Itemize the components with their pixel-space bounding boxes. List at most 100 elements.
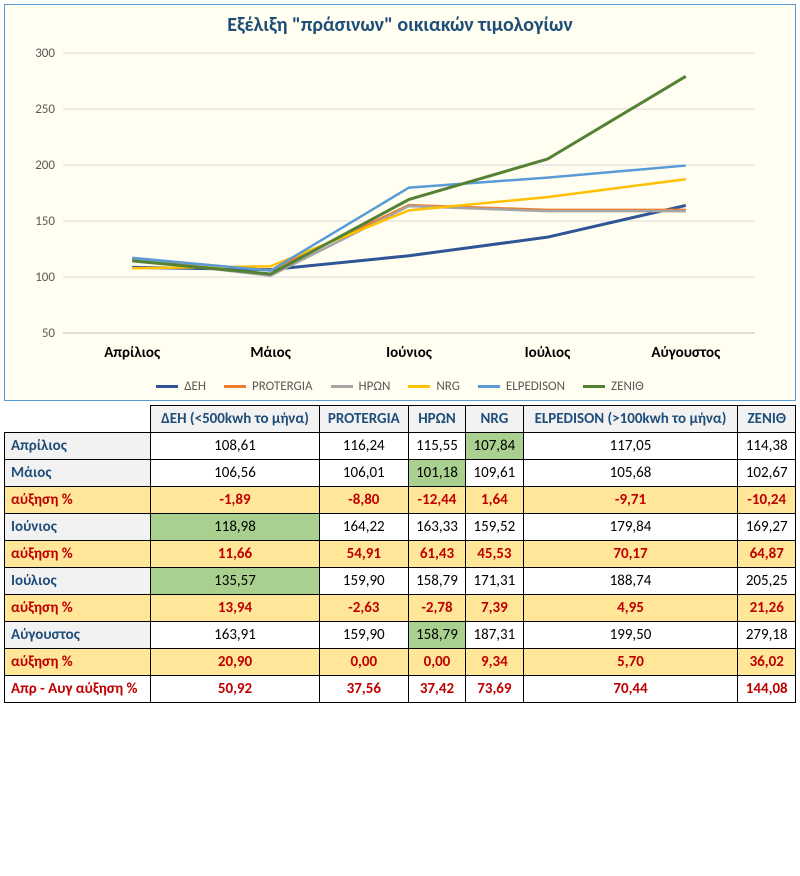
column-header: ΔΕΗ (<500kwh το μήνα) <box>151 406 320 433</box>
legend-item: ELPEDISON <box>478 379 565 394</box>
column-header: ΗΡΩΝ <box>408 406 465 433</box>
table-cell: 105,68 <box>523 460 738 487</box>
legend-label: ELPEDISON <box>506 379 565 394</box>
legend-swatch <box>408 385 430 388</box>
legend-item: ΗΡΩΝ <box>331 379 391 394</box>
table-cell: 37,56 <box>319 676 408 703</box>
table-cell: 45,53 <box>466 541 523 568</box>
table-cell: 61,43 <box>408 541 465 568</box>
chart-title: Εξέλιξη "πράσινων" οικιακών τιμολογίων <box>13 13 787 37</box>
legend-item: ΖΕΝΙΘ <box>583 379 644 394</box>
table-cell: 144,08 <box>738 676 796 703</box>
table-row: Απρ - Αυγ αύξηση %50,9237,5637,4273,6970… <box>5 676 796 703</box>
table-cell: 115,55 <box>408 433 465 460</box>
row-header: αύξηση % <box>5 595 151 622</box>
column-header: PROTERGIA <box>319 406 408 433</box>
table-cell: 169,27 <box>738 514 796 541</box>
svg-text:Αύγουστος: Αύγουστος <box>651 344 721 362</box>
column-header: NRG <box>466 406 523 433</box>
column-header: ELPEDISON (>100kwh το μήνα) <box>523 406 738 433</box>
table-cell: 70,44 <box>523 676 738 703</box>
table-cell: 13,94 <box>151 595 320 622</box>
data-table: ΔΕΗ (<500kwh το μήνα)PROTERGIAΗΡΩΝNRGELP… <box>4 405 796 703</box>
table-cell: 36,02 <box>738 649 796 676</box>
row-header: Ιούνιος <box>5 514 151 541</box>
table-cell: 108,61 <box>151 433 320 460</box>
table-cell: 135,57 <box>151 568 320 595</box>
table-row: αύξηση %11,6654,9161,4345,5370,1764,87 <box>5 541 796 568</box>
row-header: Ιούλιος <box>5 568 151 595</box>
chart-container: Εξέλιξη "πράσινων" οικιακών τιμολογίων 5… <box>4 4 796 401</box>
svg-text:Ιούλιος: Ιούλιος <box>525 344 571 362</box>
table-cell: 54,91 <box>319 541 408 568</box>
table-cell: 188,74 <box>523 568 738 595</box>
table-cell: 279,18 <box>738 622 796 649</box>
table-cell: 109,61 <box>466 460 523 487</box>
line-chart: 50100150200250300ΑπρίλιοςΜάιοςΙούνιοςΙού… <box>13 43 773 373</box>
legend-item: NRG <box>408 379 460 394</box>
table-header: ΔΕΗ (<500kwh το μήνα)PROTERGIAΗΡΩΝNRGELP… <box>5 406 796 433</box>
table-corner <box>5 406 151 433</box>
legend-swatch <box>583 385 605 388</box>
table-body: Απρίλιος108,61116,24115,55107,84117,0511… <box>5 433 796 703</box>
table-cell: 5,70 <box>523 649 738 676</box>
table-cell: 114,38 <box>738 433 796 460</box>
legend-label: ΔΕΗ <box>184 379 206 394</box>
table-cell: 102,67 <box>738 460 796 487</box>
table-cell: 4,95 <box>523 595 738 622</box>
table-row: Αύγουστος163,91159,90158,79187,31199,502… <box>5 622 796 649</box>
table-cell: 159,90 <box>319 622 408 649</box>
table-cell: 0,00 <box>319 649 408 676</box>
svg-text:50: 50 <box>42 326 56 341</box>
row-header: αύξηση % <box>5 649 151 676</box>
table-cell: 11,66 <box>151 541 320 568</box>
column-header: ΖΕΝΙΘ <box>738 406 796 433</box>
table-cell: 163,33 <box>408 514 465 541</box>
table-cell: 159,52 <box>466 514 523 541</box>
table-row: αύξηση %13,94-2,63-2,787,394,9521,26 <box>5 595 796 622</box>
svg-text:Απρίλιος: Απρίλιος <box>104 344 161 362</box>
table-cell: 37,42 <box>408 676 465 703</box>
table-cell: -2,78 <box>408 595 465 622</box>
svg-text:Ιούνιος: Ιούνιος <box>386 344 433 362</box>
row-header: Απρίλιος <box>5 433 151 460</box>
chart-legend: ΔΕΗ PROTERGIA ΗΡΩΝ NRG ELPEDISON ΖΕΝΙΘ <box>13 373 787 396</box>
row-header: αύξηση % <box>5 487 151 514</box>
table-cell: -10,24 <box>738 487 796 514</box>
table-row: αύξηση %20,900,000,009,345,7036,02 <box>5 649 796 676</box>
legend-swatch <box>478 385 500 388</box>
table-cell: 107,84 <box>466 433 523 460</box>
table-cell: 118,98 <box>151 514 320 541</box>
table-cell: 9,34 <box>466 649 523 676</box>
table-row: αύξηση %-1,89-8,80-12,441,64-9,71-10,24 <box>5 487 796 514</box>
table-cell: 21,26 <box>738 595 796 622</box>
svg-text:150: 150 <box>35 214 55 229</box>
row-header: Μάιος <box>5 460 151 487</box>
table-cell: -8,80 <box>319 487 408 514</box>
table-cell: 101,18 <box>408 460 465 487</box>
table-cell: 116,24 <box>319 433 408 460</box>
table-cell: -2,63 <box>319 595 408 622</box>
svg-text:Μάιος: Μάιος <box>250 344 291 362</box>
legend-label: ΖΕΝΙΘ <box>611 379 644 394</box>
table-cell: 159,90 <box>319 568 408 595</box>
table-cell: 50,92 <box>151 676 320 703</box>
table-cell: 163,91 <box>151 622 320 649</box>
table-row: Μάιος106,56106,01101,18109,61105,68102,6… <box>5 460 796 487</box>
row-header: Αύγουστος <box>5 622 151 649</box>
svg-text:250: 250 <box>35 102 55 117</box>
table-cell: 187,31 <box>466 622 523 649</box>
table-cell: 205,25 <box>738 568 796 595</box>
legend-item: ΔΕΗ <box>156 379 206 394</box>
legend-item: PROTERGIA <box>224 379 313 394</box>
table-cell: 7,39 <box>466 595 523 622</box>
table-cell: 70,17 <box>523 541 738 568</box>
table-cell: 171,31 <box>466 568 523 595</box>
table-cell: 20,90 <box>151 649 320 676</box>
table-cell: 158,79 <box>408 568 465 595</box>
table-row: Ιούλιος135,57159,90158,79171,31188,74205… <box>5 568 796 595</box>
table-row: Απρίλιος108,61116,24115,55107,84117,0511… <box>5 433 796 460</box>
table-cell: 106,56 <box>151 460 320 487</box>
legend-swatch <box>331 385 353 388</box>
legend-swatch <box>224 385 246 388</box>
